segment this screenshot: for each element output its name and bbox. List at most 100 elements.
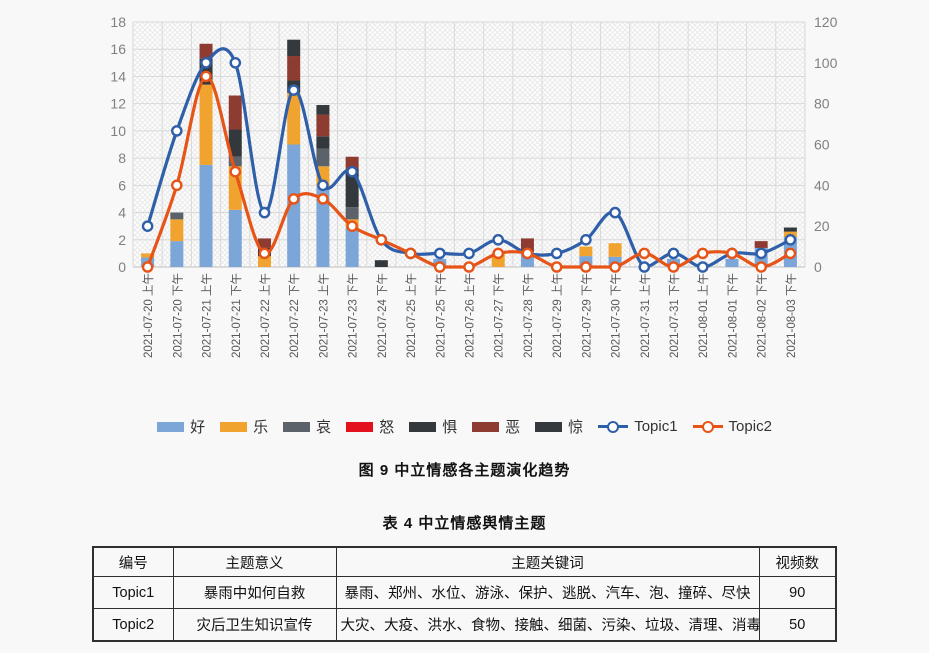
bar-segment-乐 bbox=[199, 84, 213, 165]
topic-trend-lines bbox=[141, 47, 797, 273]
legend-line-marker-icon bbox=[598, 420, 629, 433]
legend-swatch-icon bbox=[409, 421, 437, 432]
bar-segment-好 bbox=[316, 186, 330, 267]
legend-swatch-icon bbox=[472, 421, 500, 432]
legend-item-好: 好 bbox=[157, 416, 205, 437]
bar-segment-恶 bbox=[345, 156, 359, 169]
header-topic-id: 编号 bbox=[92, 546, 174, 577]
svg-text:6: 6 bbox=[118, 177, 126, 193]
legend-swatch-icon bbox=[157, 421, 185, 432]
legend-label: 好 bbox=[190, 419, 206, 436]
marker-Topic2 bbox=[317, 193, 329, 205]
bar-segment-乐 bbox=[170, 219, 184, 242]
marker-Topic1 bbox=[258, 206, 271, 219]
legend-swatch-icon bbox=[283, 421, 311, 432]
svg-text:2021-07-27 下午: 2021-07-27 下午 bbox=[493, 273, 506, 358]
marker-Topic2 bbox=[463, 261, 475, 273]
marker-Topic2 bbox=[141, 261, 154, 273]
svg-text:10: 10 bbox=[110, 123, 126, 139]
legend-item-Topic2: Topic2 bbox=[692, 418, 772, 435]
figure-caption: 图 9 中立情感各主题演化趋势 bbox=[358, 462, 571, 479]
legend-swatch-icon bbox=[535, 421, 563, 432]
bar-segment-惊 bbox=[316, 105, 330, 115]
svg-text:2021-07-23 下午: 2021-07-23 下午 bbox=[347, 273, 360, 358]
bar-segment-恶 bbox=[754, 241, 768, 248]
bar-segment-哀 bbox=[228, 156, 242, 167]
marker-Topic1 bbox=[492, 233, 505, 246]
table-row: Topic1 暴雨中如何自救 暴雨、郑州、水位、游泳、保护、逃脱、汽车、泡、撞碎… bbox=[92, 576, 837, 609]
legend-label: 惊 bbox=[568, 419, 584, 436]
svg-text:40: 40 bbox=[814, 177, 830, 193]
header-video-count: 视频数 bbox=[758, 546, 837, 577]
svg-text:2021-07-20 上午: 2021-07-20 上午 bbox=[142, 273, 155, 358]
bar-segment-恶 bbox=[228, 95, 242, 130]
table-row: Topic2 灾后卫生知识宣传 大灾、大疫、洪水、食物、接触、细菌、污染、垃圾、… bbox=[92, 608, 837, 642]
video-count: 50 bbox=[758, 608, 837, 642]
svg-text:2021-07-31 上午: 2021-07-31 上午 bbox=[639, 273, 652, 358]
marker-Topic1 bbox=[638, 261, 651, 273]
chart-legend: 好 乐 哀 怒 惧 恶 惊 Topic1 Topic2 bbox=[0, 416, 929, 437]
svg-text:2021-08-03 下午: 2021-08-03 下午 bbox=[785, 273, 798, 358]
svg-text:16: 16 bbox=[110, 41, 126, 57]
marker-Topic2 bbox=[521, 247, 534, 260]
marker-Topic2 bbox=[550, 261, 563, 273]
marker-Topic2 bbox=[755, 261, 768, 273]
bar-segment-好 bbox=[199, 164, 213, 267]
svg-text:14: 14 bbox=[110, 68, 126, 84]
svg-text:18: 18 bbox=[110, 14, 126, 30]
legend-item-惧: 惧 bbox=[409, 416, 457, 437]
video-count: 90 bbox=[758, 576, 837, 609]
svg-text:2: 2 bbox=[118, 232, 126, 248]
svg-text:20: 20 bbox=[814, 218, 830, 234]
plot-background bbox=[133, 22, 805, 267]
gridlines bbox=[132, 21, 806, 268]
header-topic-meaning: 主题意义 bbox=[172, 546, 337, 577]
marker-Topic1 bbox=[609, 206, 621, 219]
svg-text:80: 80 bbox=[814, 96, 830, 112]
marker-Topic2 bbox=[696, 247, 709, 260]
bar-segment-乐 bbox=[257, 256, 271, 267]
svg-text:2021-07-29 下午: 2021-07-29 下午 bbox=[580, 273, 593, 358]
topics-table: 编号 主题意义 主题关键词 视频数 Topic1 暴雨中如何自救 暴雨、郑州、水… bbox=[92, 546, 837, 642]
bar-segment-恶 bbox=[287, 56, 301, 81]
svg-text:2021-07-29 上午: 2021-07-29 上午 bbox=[551, 273, 564, 358]
svg-text:2021-07-20 下午: 2021-07-20 下午 bbox=[171, 273, 184, 358]
legend-swatch-icon bbox=[220, 421, 248, 432]
marker-Topic2 bbox=[726, 247, 738, 260]
bar-segment-惧 bbox=[316, 136, 330, 149]
marker-Topic2 bbox=[667, 261, 680, 273]
svg-text:2021-07-22 下午: 2021-07-22 下午 bbox=[288, 273, 301, 358]
svg-text:4: 4 bbox=[118, 205, 126, 221]
left-axis-labels: 0 2 4 6 8 10 12 14 16 18 bbox=[110, 14, 126, 275]
bar-segment-乐 bbox=[608, 243, 622, 257]
table-header-row: 编号 主题意义 主题关键词 视频数 bbox=[92, 546, 837, 577]
marker-Topic2 bbox=[580, 261, 592, 273]
right-axis-labels: 0 20 40 60 80 100 120 bbox=[814, 14, 838, 275]
svg-text:2021-07-31 下午: 2021-07-31 下午 bbox=[668, 273, 681, 358]
marker-Topic2 bbox=[638, 247, 651, 260]
bar-segment-乐 bbox=[287, 92, 301, 145]
legend-line-marker-icon bbox=[692, 420, 723, 433]
svg-text:2021-07-24 下午: 2021-07-24 下午 bbox=[376, 273, 389, 358]
marker-Topic2 bbox=[492, 247, 505, 260]
bar-segment-惧 bbox=[783, 227, 797, 232]
marker-Topic2 bbox=[784, 247, 797, 260]
marker-Topic1 bbox=[667, 247, 680, 260]
marker-Topic2 bbox=[433, 261, 446, 273]
bar-segment-哀 bbox=[316, 148, 330, 167]
svg-text:8: 8 bbox=[118, 150, 126, 166]
topic-id: Topic1 bbox=[92, 576, 174, 609]
marker-Topic2 bbox=[200, 70, 212, 83]
svg-text:2021-07-25 上午: 2021-07-25 上午 bbox=[405, 273, 418, 358]
marker-Topic2 bbox=[258, 247, 271, 260]
marker-Topic1 bbox=[141, 220, 154, 232]
svg-text:2021-08-01 上午: 2021-08-01 上午 bbox=[697, 273, 710, 358]
marker-Topic1 bbox=[784, 233, 797, 246]
bar-segment-惧 bbox=[228, 129, 242, 157]
svg-text:120: 120 bbox=[814, 14, 838, 30]
svg-text:2021-07-25 下午: 2021-07-25 下午 bbox=[434, 273, 447, 358]
marker-Topic1 bbox=[696, 261, 709, 273]
svg-text:2021-07-23 上午: 2021-07-23 上午 bbox=[317, 273, 330, 358]
legend-item-恶: 恶 bbox=[472, 416, 520, 437]
legend-label: Topic2 bbox=[728, 418, 772, 435]
